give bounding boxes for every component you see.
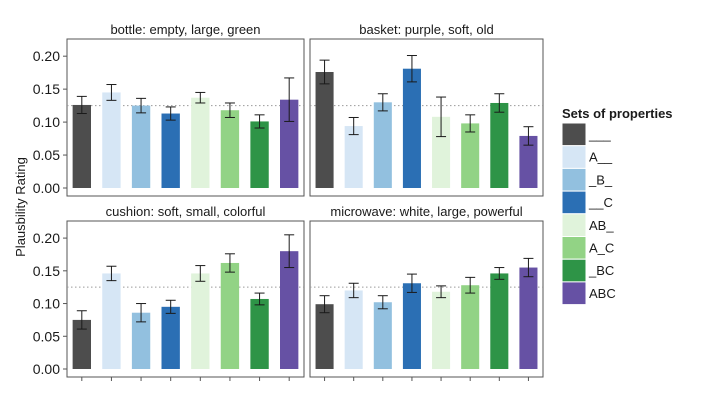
y-tick-label: 0.20 (33, 48, 60, 64)
bar-_BC (490, 102, 509, 188)
bar-__C (161, 306, 180, 369)
legend-swatch (561, 122, 587, 147)
legend-swatch (561, 281, 587, 306)
bar-A_C (220, 262, 240, 369)
bar-ABC (519, 267, 538, 369)
y-tick-label: 0.05 (33, 328, 60, 344)
legend-swatch (561, 190, 587, 215)
panel-title: basket: purple, soft, old (359, 22, 493, 37)
y-axis-title: Plausbility Rating (13, 157, 28, 257)
panel-3: cushion: soft, small, colorful 0.00 0.05 0.… (33, 204, 305, 381)
bar-___ (72, 104, 91, 188)
bar-__C (402, 68, 421, 188)
bar-A__ (102, 273, 121, 369)
y-tick-label: 0.05 (33, 147, 60, 163)
legend-label: A__ (589, 150, 613, 165)
bar-ABC (280, 251, 299, 369)
y-tick-label: 0.15 (33, 81, 60, 97)
legend-label: _B_ (588, 172, 613, 187)
bar-_B_ (131, 312, 151, 369)
y-tick-label: 0.00 (33, 180, 60, 196)
panel-title: cushion: soft, small, colorful (106, 204, 266, 219)
panel-title: bottle: empty, large, green (110, 22, 260, 37)
legend-label: AB_ (589, 218, 614, 233)
bar-A_C (220, 110, 240, 188)
facet-panels: bottle: empty, large, green 0.00 0.05 0.10 0… (33, 22, 544, 381)
bar-_B_ (373, 302, 392, 369)
legend-title: Sets of properties (562, 106, 673, 121)
legend-swatch (561, 213, 587, 238)
bar-A__ (102, 92, 121, 188)
legend-swatch (561, 258, 587, 283)
bar-AB_ (191, 97, 210, 188)
y-tick-label: 0.00 (33, 361, 60, 377)
legend-label: ABC (589, 286, 616, 301)
bar-__C (402, 283, 421, 369)
legend-label: _BC (588, 263, 614, 278)
bar-_B_ (373, 102, 392, 188)
bar-_BC (490, 273, 509, 369)
bar-A__ (344, 290, 363, 369)
bar-ABC (519, 135, 538, 188)
y-tick-label: 0.10 (33, 114, 60, 130)
bar-___ (72, 319, 91, 369)
y-tick-label: 0.15 (33, 263, 60, 279)
panel-title: microwave: white, large, powerful (330, 204, 522, 219)
bar-A_C (461, 285, 480, 369)
bar-___ (315, 304, 334, 369)
legend: Sets of properties ___ A__ _B_ __C AB_ A_C _BC… (561, 106, 673, 306)
bar-AB_ (432, 116, 451, 188)
bar-__C (161, 113, 180, 188)
legend-label: __C (588, 195, 613, 210)
panel-2: basket: purple, soft, old (309, 22, 544, 197)
legend-swatch (561, 236, 587, 260)
y-tick-label: 0.20 (33, 230, 60, 246)
legend-swatch (561, 145, 587, 169)
bar-_BC (250, 298, 269, 369)
y-tick-label: 0.10 (33, 296, 60, 312)
bar-___ (315, 72, 334, 188)
panel-4: microwave: white, large, powerful (309, 204, 544, 381)
legend-label: ___ (588, 127, 611, 142)
bar-A_C (461, 123, 480, 188)
legend-swatch (561, 167, 587, 192)
legend-label: A_C (589, 241, 614, 256)
bar-AB_ (191, 273, 210, 369)
bar-AB_ (432, 291, 451, 369)
panel-1: bottle: empty, large, green 0.00 0.05 0.10 0… (33, 22, 305, 197)
bar-_BC (250, 121, 269, 188)
bar-_B_ (131, 105, 151, 188)
bar-A__ (344, 126, 363, 188)
